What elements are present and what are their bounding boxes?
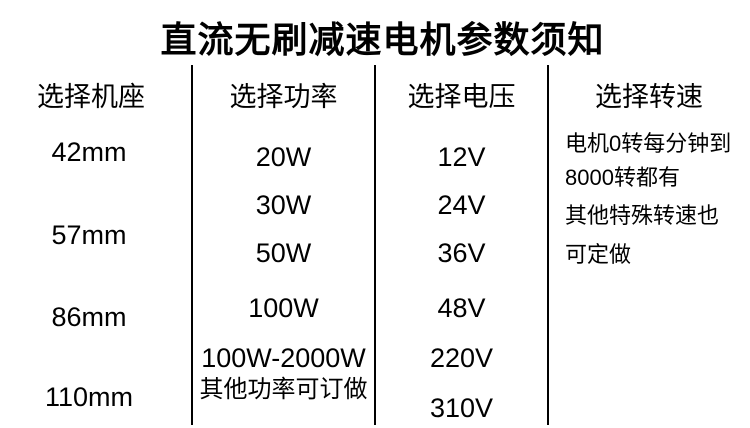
column-header-voltage: 选择电压 — [407, 82, 516, 112]
column-header-power: 选择功率 — [229, 82, 338, 112]
voltage-option: 48V — [437, 293, 486, 323]
column-divider-3 — [547, 65, 549, 425]
power-option: 20W — [255, 142, 312, 172]
voltage-option: 36V — [437, 238, 486, 268]
power-option: 100W — [248, 293, 319, 323]
frame-size-option: 57mm — [51, 220, 127, 250]
frame-size-option: 110mm — [44, 382, 134, 412]
column-header-frame-size: 选择机座 — [37, 82, 145, 112]
power-option: 30W — [255, 190, 312, 220]
speed-note-line: 8000转都有 — [565, 165, 680, 190]
frame-size-option: 86mm — [51, 302, 127, 332]
column-divider-1 — [191, 65, 193, 425]
column-divider-2 — [374, 65, 376, 425]
power-option: 100W-2000W — [201, 343, 366, 373]
voltage-option: 24V — [437, 190, 486, 220]
voltage-option: 310V — [429, 393, 494, 423]
column-header-speed: 选择转速 — [595, 82, 703, 112]
voltage-option: 220V — [429, 343, 494, 373]
speed-note-line: 其他特殊转速也 — [565, 203, 720, 228]
power-option: 50W — [255, 238, 312, 268]
power-custom-note: 其他功率可订做 — [199, 376, 368, 403]
voltage-option: 12V — [437, 142, 486, 172]
page-title: 直流无刷减速电机参数须知 — [160, 19, 605, 60]
frame-size-option: 42mm — [51, 137, 127, 167]
speed-note-line: 电机0转每分钟到 — [565, 131, 732, 156]
speed-note-line: 可定做 — [565, 242, 632, 267]
